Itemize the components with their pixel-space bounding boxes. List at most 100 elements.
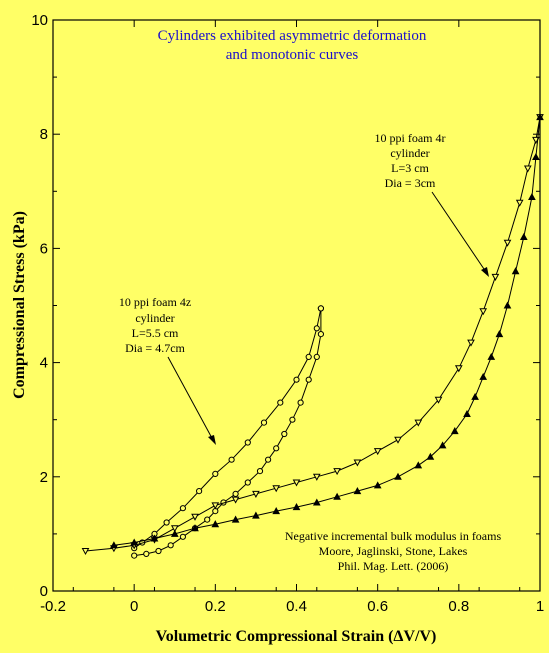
series-0-point-6 bbox=[212, 470, 219, 477]
series-3-point-8 bbox=[479, 372, 488, 380]
y-tick-label-3: 6 bbox=[40, 240, 48, 257]
series-1-point-17 bbox=[167, 542, 174, 549]
series-3-point-0 bbox=[536, 113, 544, 121]
x-tick-label-2: 0.2 bbox=[205, 598, 226, 615]
series-3-point-23 bbox=[231, 515, 240, 523]
series-2-point-5 bbox=[191, 513, 199, 521]
series-1-point-14 bbox=[204, 516, 211, 523]
reference-line-1: Negative incremental bulk modulus in foa… bbox=[285, 529, 502, 543]
series-2-point-10 bbox=[292, 479, 301, 487]
series-1-point-3 bbox=[305, 376, 312, 383]
series-3-point-27 bbox=[150, 534, 159, 542]
reference-line-3: Phil. Mag. Lett. (2006) bbox=[338, 559, 449, 573]
series-2-point-17 bbox=[434, 396, 443, 404]
series-3-point-19 bbox=[312, 498, 321, 506]
series-2-point-9 bbox=[272, 485, 281, 493]
series-2-point-13 bbox=[353, 459, 362, 467]
chart-title-line-2: and monotonic curves bbox=[226, 47, 359, 63]
annotation-4r-line-4: Dia = 3cm bbox=[385, 176, 436, 190]
reference-line-2: Moore, Jaglinski, Stone, Lakes bbox=[319, 544, 468, 558]
x-tick-label-4: 0.6 bbox=[367, 598, 388, 615]
annotation-4r-arrow bbox=[431, 191, 487, 273]
series-3-point-26 bbox=[170, 529, 179, 537]
series-3-point-4 bbox=[511, 267, 520, 275]
series-0-point-7 bbox=[228, 456, 235, 463]
annotation-reference: Negative incremental bulk modulus in foa… bbox=[285, 529, 502, 573]
x-axis-title: Volumetric Compressional Strain (ΔV/V) bbox=[156, 628, 437, 645]
series-0-point-11 bbox=[293, 376, 300, 383]
series-3-point-24 bbox=[211, 520, 220, 528]
series-2-point-7 bbox=[231, 496, 240, 504]
series-1-point-6 bbox=[281, 430, 288, 438]
series-3-point-13 bbox=[426, 452, 435, 460]
series-3-point-22 bbox=[252, 511, 260, 519]
chart-title-line-1: Cylinders exhibited asymmetric deformati… bbox=[158, 28, 427, 44]
series-1-point-8 bbox=[265, 456, 272, 463]
x-tick-label-0: -0.2 bbox=[40, 598, 66, 615]
series-3-point-15 bbox=[394, 472, 402, 480]
x-tick-label-3: 0.4 bbox=[286, 598, 307, 615]
series-3-point-3 bbox=[519, 232, 528, 240]
series-2-point-18 bbox=[454, 365, 463, 373]
series-3-point-14 bbox=[414, 461, 423, 469]
series-0-point-3 bbox=[163, 519, 170, 526]
series-3-point-29 bbox=[110, 541, 118, 549]
y-tick-label-1: 2 bbox=[40, 469, 48, 486]
x-tick-label-1: 0 bbox=[130, 598, 138, 615]
series-3-point-9 bbox=[471, 392, 479, 400]
annotation-specimen-4r: 10 ppi foam 4r cylinder L=3 cm Dia = 3cm bbox=[375, 131, 489, 277]
series-3-point-7 bbox=[487, 352, 496, 360]
series-2-point-16 bbox=[414, 419, 423, 427]
annotation-4r-line-2: cylinder bbox=[390, 146, 429, 160]
series-2-point-8 bbox=[252, 490, 260, 498]
series-1-point-20 bbox=[131, 552, 138, 559]
series-1-point-1 bbox=[317, 331, 324, 338]
series-2-point-4 bbox=[170, 525, 179, 533]
series-2-point-6 bbox=[211, 502, 220, 510]
series-2-point-0 bbox=[81, 548, 90, 556]
series-0-point-4 bbox=[179, 505, 186, 512]
series-1-point-0 bbox=[317, 305, 324, 312]
series-2-point-24 bbox=[523, 165, 532, 173]
series-0-point-8 bbox=[244, 439, 251, 446]
y-axis-title: Compressional Stress (kPa) bbox=[11, 211, 28, 399]
series-1-point-11 bbox=[232, 490, 239, 497]
series-3-point-11 bbox=[450, 427, 459, 435]
annotation-4z-line-1: 10 ppi foam 4z bbox=[119, 295, 191, 309]
series-3-point-2 bbox=[528, 192, 536, 200]
series-1-point-2 bbox=[313, 353, 320, 360]
series-1-point-7 bbox=[273, 445, 280, 452]
series-3-point-1 bbox=[532, 152, 540, 160]
series-0-point-10 bbox=[277, 399, 284, 406]
series-3-point-16 bbox=[373, 481, 382, 489]
series-1-point-18 bbox=[155, 547, 162, 555]
series-3-point-20 bbox=[292, 503, 301, 511]
series-3-point-17 bbox=[353, 487, 362, 495]
series-0-point-13 bbox=[313, 325, 320, 332]
series-1-point-4 bbox=[297, 399, 304, 406]
series-3-point-21 bbox=[272, 507, 281, 515]
series-1-point-9 bbox=[256, 468, 264, 475]
annotation-4z-line-2: cylinder bbox=[135, 311, 174, 325]
series-2-point-15 bbox=[394, 436, 402, 444]
annotation-4z-line-4: Dia = 4.7cm bbox=[125, 341, 185, 355]
series-3-point-10 bbox=[463, 409, 471, 417]
series-3-line bbox=[113, 117, 541, 546]
series-0-point-5 bbox=[196, 488, 203, 495]
series-1-point-10 bbox=[244, 479, 251, 486]
annotation-4z-line-3: L=5.5 cm bbox=[132, 326, 179, 340]
annotation-4z-arrow bbox=[167, 356, 214, 441]
series-3-point-5 bbox=[503, 301, 512, 309]
y-tick-label-5: 10 bbox=[31, 12, 48, 29]
y-tick-label-0: 0 bbox=[40, 583, 48, 600]
series-1-point-19 bbox=[143, 550, 150, 558]
annotation-4r-line-1: 10 ppi foam 4r bbox=[375, 131, 446, 145]
annotation-4r-line-3: L=3 cm bbox=[391, 161, 429, 175]
series-3-point-12 bbox=[438, 441, 447, 449]
x-tick-label-5: 0.8 bbox=[448, 598, 469, 615]
series-2-point-22 bbox=[503, 239, 512, 247]
y-tick-label-4: 8 bbox=[40, 126, 48, 143]
series-2-point-23 bbox=[515, 199, 524, 207]
